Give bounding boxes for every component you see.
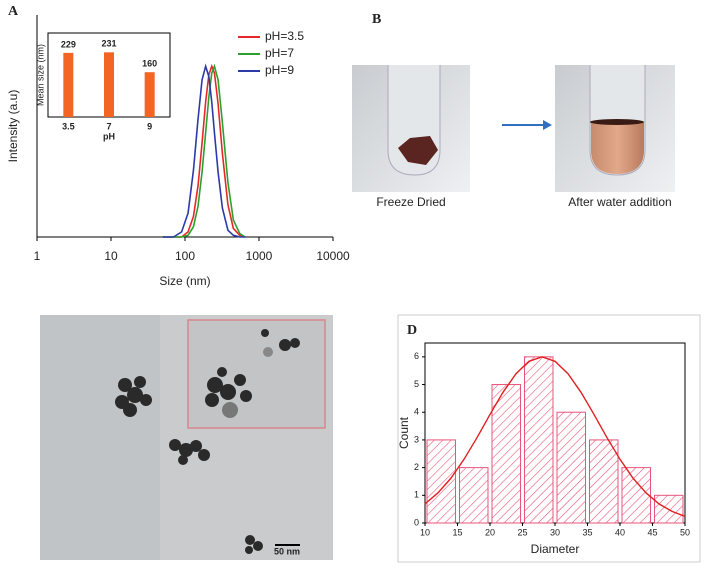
x-tick-label: 100 — [175, 249, 195, 263]
meniscus — [590, 119, 644, 125]
y-tick-label: 1 — [414, 490, 419, 500]
fit-curve — [424, 356, 686, 518]
y-tick-label: 3 — [414, 434, 419, 444]
value-label: 229 — [61, 39, 76, 49]
bar — [144, 72, 155, 117]
hist-bar — [589, 439, 619, 524]
y-tick-label: 5 — [414, 379, 419, 389]
hist-bar — [491, 384, 521, 524]
x-axis-label: Size (nm) — [159, 274, 210, 288]
series-line — [162, 63, 246, 238]
x-tick-label: 40 — [615, 527, 625, 537]
particles — [115, 329, 300, 554]
panel-frame — [397, 314, 701, 563]
x-tick-label: 1 — [34, 249, 41, 263]
bar — [104, 52, 114, 117]
x-tick-label: 7 — [106, 121, 111, 131]
x-tick-label: 45 — [647, 527, 657, 537]
x-tick-label: 3.5 — [62, 121, 75, 131]
x-tick-label: 10 — [104, 249, 118, 263]
x-tick-label: 50 — [680, 527, 690, 537]
bar — [63, 52, 74, 117]
x-tick-label: 1000 — [246, 249, 273, 263]
x-axis-label: Diameter — [531, 542, 580, 556]
y-tick-label: 6 — [414, 351, 419, 361]
panel-label: B — [372, 12, 381, 27]
y-tick-label: 2 — [414, 462, 419, 472]
x-tick-label: 20 — [485, 527, 495, 537]
x-tick-label: 10000 — [316, 249, 350, 263]
x-tick-label: 35 — [582, 527, 592, 537]
hist-bar — [524, 356, 554, 524]
arrow-head — [543, 120, 552, 130]
y-tick-label: 0 — [414, 517, 419, 527]
hist-bar — [621, 467, 651, 524]
y-tick-label: 4 — [414, 407, 419, 417]
legend-label: pH=3.5 — [265, 29, 304, 43]
hist-bar — [459, 467, 489, 524]
y-axis-label: Count — [397, 416, 411, 449]
x-tick-label: 30 — [550, 527, 560, 537]
solution — [591, 122, 644, 174]
series-line — [162, 63, 246, 238]
legend-label: pH=7 — [265, 46, 294, 60]
hist-bar — [426, 439, 456, 524]
y-axis-label: Intensity (a.u) — [6, 90, 20, 163]
x-tick-label: 9 — [147, 121, 152, 131]
x-tick-label: 10 — [420, 527, 430, 537]
value-label: 231 — [101, 39, 116, 49]
tem-inset — [187, 319, 326, 429]
y-axis-label: Mean size (nm) — [35, 44, 45, 106]
x-axis-label: pH — [103, 131, 115, 141]
scale-label: 50 nm — [274, 546, 300, 556]
tem-shade — [40, 315, 160, 560]
photo-caption: After water addition — [568, 195, 671, 209]
value-label: 160 — [142, 59, 157, 69]
x-tick-label: 15 — [452, 527, 462, 537]
photo-caption: Freeze Dried — [376, 195, 445, 209]
legend-label: pH=9 — [265, 63, 294, 77]
dried-sample — [398, 136, 438, 165]
hist-bar — [556, 411, 586, 524]
x-tick-label: 25 — [517, 527, 527, 537]
panel-label: D — [407, 323, 417, 338]
panel-label: A — [8, 4, 19, 19]
